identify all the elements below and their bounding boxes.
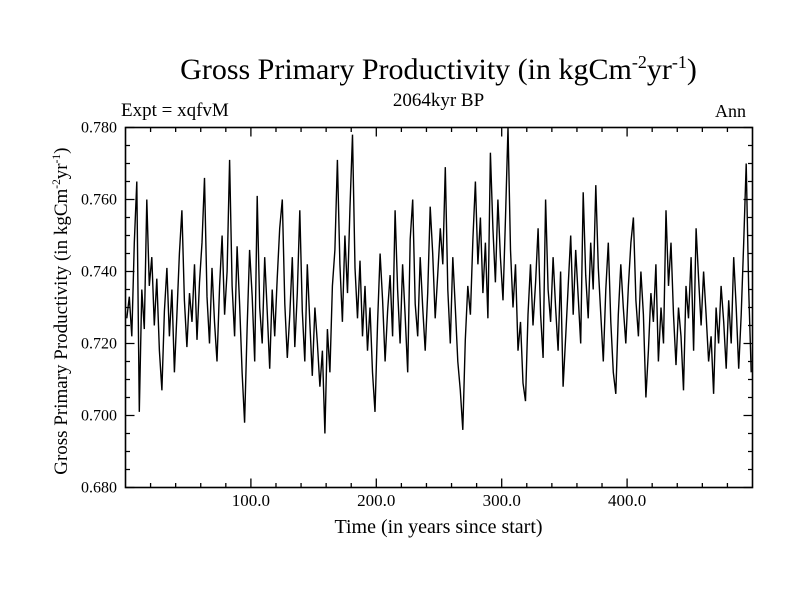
x-tick-label: 200.0 xyxy=(357,491,395,510)
chart-title: Gross Primary Productivity (in kgCm-2yr-… xyxy=(125,52,752,87)
x-tick-label: 400.0 xyxy=(608,491,646,510)
y-tick-label: 0.680 xyxy=(81,480,117,497)
chart-title-text: ) xyxy=(686,53,697,86)
chart-title-text: yr xyxy=(646,53,672,86)
y-tick-label: 0.780 xyxy=(81,120,117,137)
chart-title-superscript-exponent: -1 xyxy=(671,52,687,72)
chart-title-text: Gross Primary Productivity (in kgCm xyxy=(180,53,632,86)
chart-subtitle: 2064kyr BP xyxy=(392,90,485,111)
chart-title-superscript-exponent: -2 xyxy=(631,52,647,72)
gpp-series-line xyxy=(126,127,752,434)
y-tick-label: 0.740 xyxy=(81,264,117,281)
y-tick-label: 0.760 xyxy=(81,192,117,209)
x-tick-label: 300.0 xyxy=(483,491,521,510)
experiment-label: Expt = xqfvM xyxy=(121,100,229,121)
x-tick-label: 100.0 xyxy=(232,491,270,510)
y-tick-label: 0.700 xyxy=(81,408,117,425)
x-axis-title: Time (in years since start) xyxy=(334,516,543,538)
y-tick-label: 0.720 xyxy=(81,336,117,353)
annual-mode-label: Ann xyxy=(715,101,746,121)
